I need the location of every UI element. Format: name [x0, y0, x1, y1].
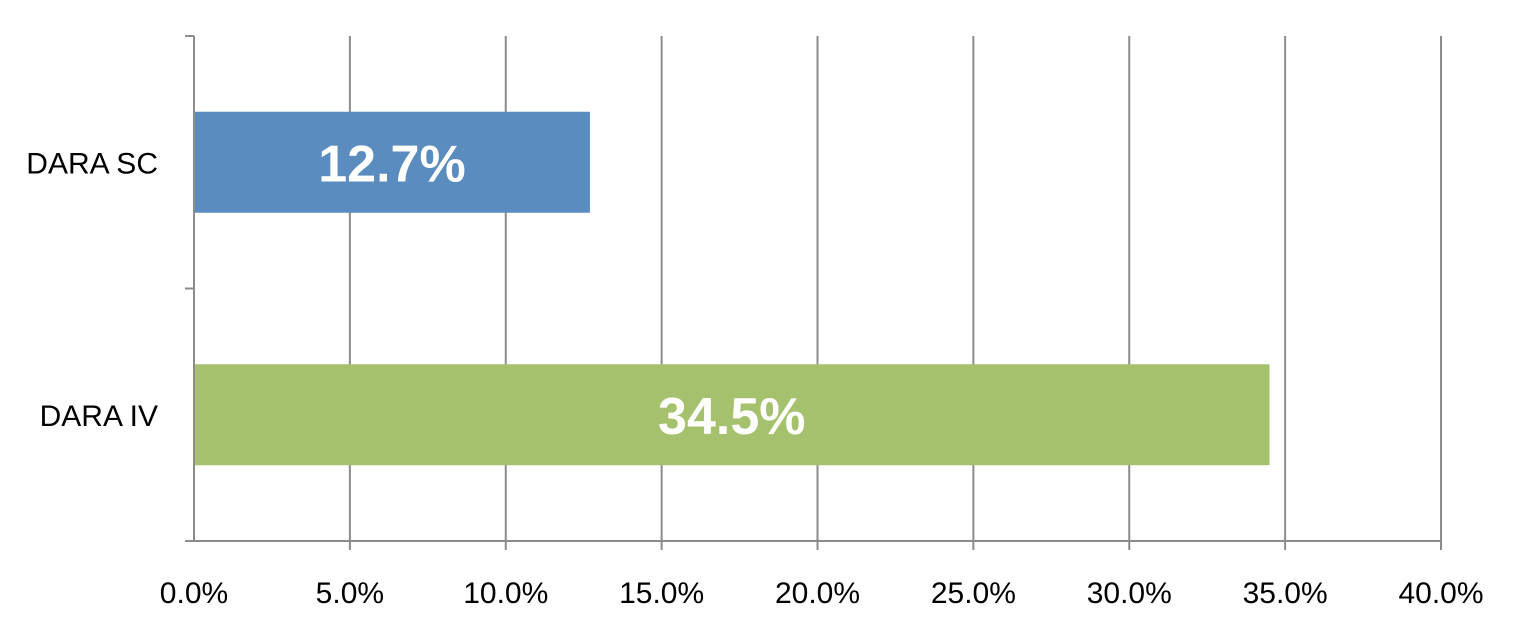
data-label: 12.7%	[318, 135, 465, 193]
x-tick-label: 35.0%	[1243, 577, 1328, 610]
bar-dara-sc	[195, 111, 590, 213]
x-tick-label: 40.0%	[1398, 577, 1483, 610]
category-label: DARA IV	[40, 400, 158, 433]
x-tick-label: 10.0%	[463, 577, 548, 610]
axes	[185, 35, 1441, 542]
bar-dara-iv	[195, 364, 1270, 466]
x-tick-label: 30.0%	[1087, 577, 1172, 610]
bars	[195, 111, 1270, 466]
x-tick-label: 20.0%	[775, 577, 860, 610]
x-tick-label: 25.0%	[931, 577, 1016, 610]
labels: 0.0% 5.0% 10.0% 15.0% 20.0% 25.0% 30.0% 35.0% 40…	[26, 135, 1483, 610]
category-label: DARA SC	[26, 147, 158, 180]
x-tick-label: 15.0%	[619, 577, 704, 610]
x-tick-label: 0.0%	[160, 577, 228, 610]
data-label: 34.5%	[658, 388, 805, 446]
x-tick-label: 5.0%	[316, 577, 384, 610]
